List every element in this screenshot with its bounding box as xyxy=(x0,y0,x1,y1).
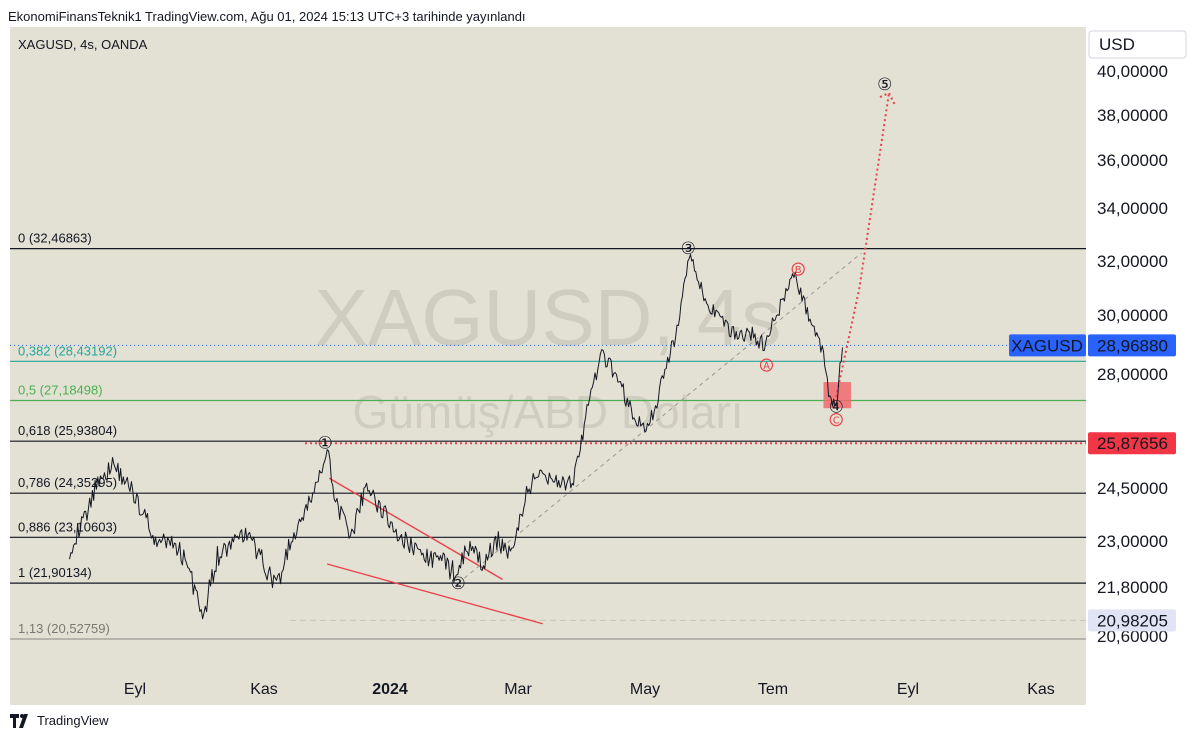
low-price-tag[interactable] xyxy=(1088,609,1176,632)
fib-level-label: 1 (21,90134) xyxy=(18,565,92,580)
wedge-upper-line[interactable] xyxy=(328,477,503,580)
plot-area[interactable] xyxy=(10,27,1086,705)
y-tick-label: 30,00000 xyxy=(1097,306,1168,325)
tradingview-logo-icon xyxy=(10,713,28,728)
watermark-description: Gümüş/ABD Doları xyxy=(352,386,743,438)
current-price-tag[interactable] xyxy=(1088,334,1176,357)
y-tick-label: 28,00000 xyxy=(1097,365,1168,384)
low-price-value: 20,98205 xyxy=(1097,611,1168,630)
wave-labels: ① ② ③ ④ ⑤ A B C xyxy=(317,75,892,594)
fib-level-label: 0,786 (24,35295) xyxy=(18,475,117,490)
y-tick-label: 23,00000 xyxy=(1097,532,1168,551)
wave-label: ③ xyxy=(681,239,696,259)
wave-label: ④ xyxy=(829,398,844,418)
y-tick-label: 32,00000 xyxy=(1097,252,1168,271)
level-price-tag[interactable] xyxy=(1088,432,1176,455)
currency-button-label: USD xyxy=(1099,35,1135,54)
wedge-lower-line[interactable] xyxy=(327,563,543,625)
y-axis: 40,00000 38,00000 36,00000 34,00000 32,00000… xyxy=(1097,62,1168,646)
wave-circle xyxy=(759,358,774,372)
x-tick-label: Tem xyxy=(758,681,788,698)
x-tick-label: Kas xyxy=(250,681,278,698)
currency-button[interactable] xyxy=(1088,30,1187,59)
price-line[interactable] xyxy=(69,254,843,620)
y-tick-label: 21,80000 xyxy=(1097,578,1168,597)
symbol-info: XAGUSD, 4s, OANDA xyxy=(18,37,148,52)
wave-label: C xyxy=(833,416,840,427)
x-tick-label: Kas xyxy=(1027,681,1055,698)
wave-circle xyxy=(829,413,843,427)
projection-path[interactable] xyxy=(835,92,890,398)
fib-level-label: 0,5 (27,18498) xyxy=(18,383,103,398)
fib-level-label: 0 (32,46863) xyxy=(18,231,92,246)
fib-level-label: 1,13 (20,52759) xyxy=(18,621,110,636)
footer-brand: TradingView xyxy=(37,713,109,728)
y-tick-label: 38,00000 xyxy=(1097,106,1168,125)
current-symbol-tag[interactable] xyxy=(1009,334,1086,357)
wave-circle xyxy=(791,262,805,276)
current-symbol-label: XAGUSD xyxy=(1011,336,1083,355)
price-scale[interactable] xyxy=(1086,27,1186,705)
fib-level-label: 0,382 (28,43192) xyxy=(18,343,117,358)
fib-level-label: 0,618 (25,93804) xyxy=(18,423,117,438)
publish-info: EkonomiFinansTeknik1 TradingView.com, Ağ… xyxy=(8,9,526,24)
x-tick-label: Eyl xyxy=(897,681,919,698)
current-price-value: 28,96880 xyxy=(1097,336,1168,355)
wave-label: A xyxy=(763,361,770,372)
x-tick-label: Eyl xyxy=(124,681,146,698)
wave-label: ⑤ xyxy=(877,75,892,95)
price-labels: XAGUSD 28,96880 25,87656 20,98205 xyxy=(1009,334,1176,632)
y-tick-label: 24,50000 xyxy=(1097,479,1168,498)
x-tick-label: May xyxy=(630,681,660,698)
y-tick-label: 36,00000 xyxy=(1097,151,1168,170)
watermark-symbol: XAGUSD, 4s xyxy=(315,273,782,362)
footer: TradingView xyxy=(10,713,109,728)
trendline[interactable] xyxy=(457,252,862,584)
x-tick-label: Mar xyxy=(504,681,532,698)
price-series xyxy=(69,254,843,620)
x-tick-label: 2024 xyxy=(372,681,408,698)
x-axis: Eyl Kas 2024 Mar May Tem Eyl Kas xyxy=(124,681,1055,698)
fib-level-label: 0,886 (23,10603) xyxy=(18,519,117,534)
wave-label: ② xyxy=(450,574,465,594)
y-tick-label: 40,00000 xyxy=(1097,62,1168,81)
wave-label: ① xyxy=(317,433,332,453)
fib-levels: 0 (32,46863) 0,382 (28,43192) 0,5 (27,1849… xyxy=(10,231,1086,640)
level-price-value: 25,87656 xyxy=(1097,434,1168,453)
wave-label: B xyxy=(795,265,802,276)
y-tick-label: 20,60000 xyxy=(1097,627,1168,646)
y-tick-label: 34,00000 xyxy=(1097,199,1168,218)
